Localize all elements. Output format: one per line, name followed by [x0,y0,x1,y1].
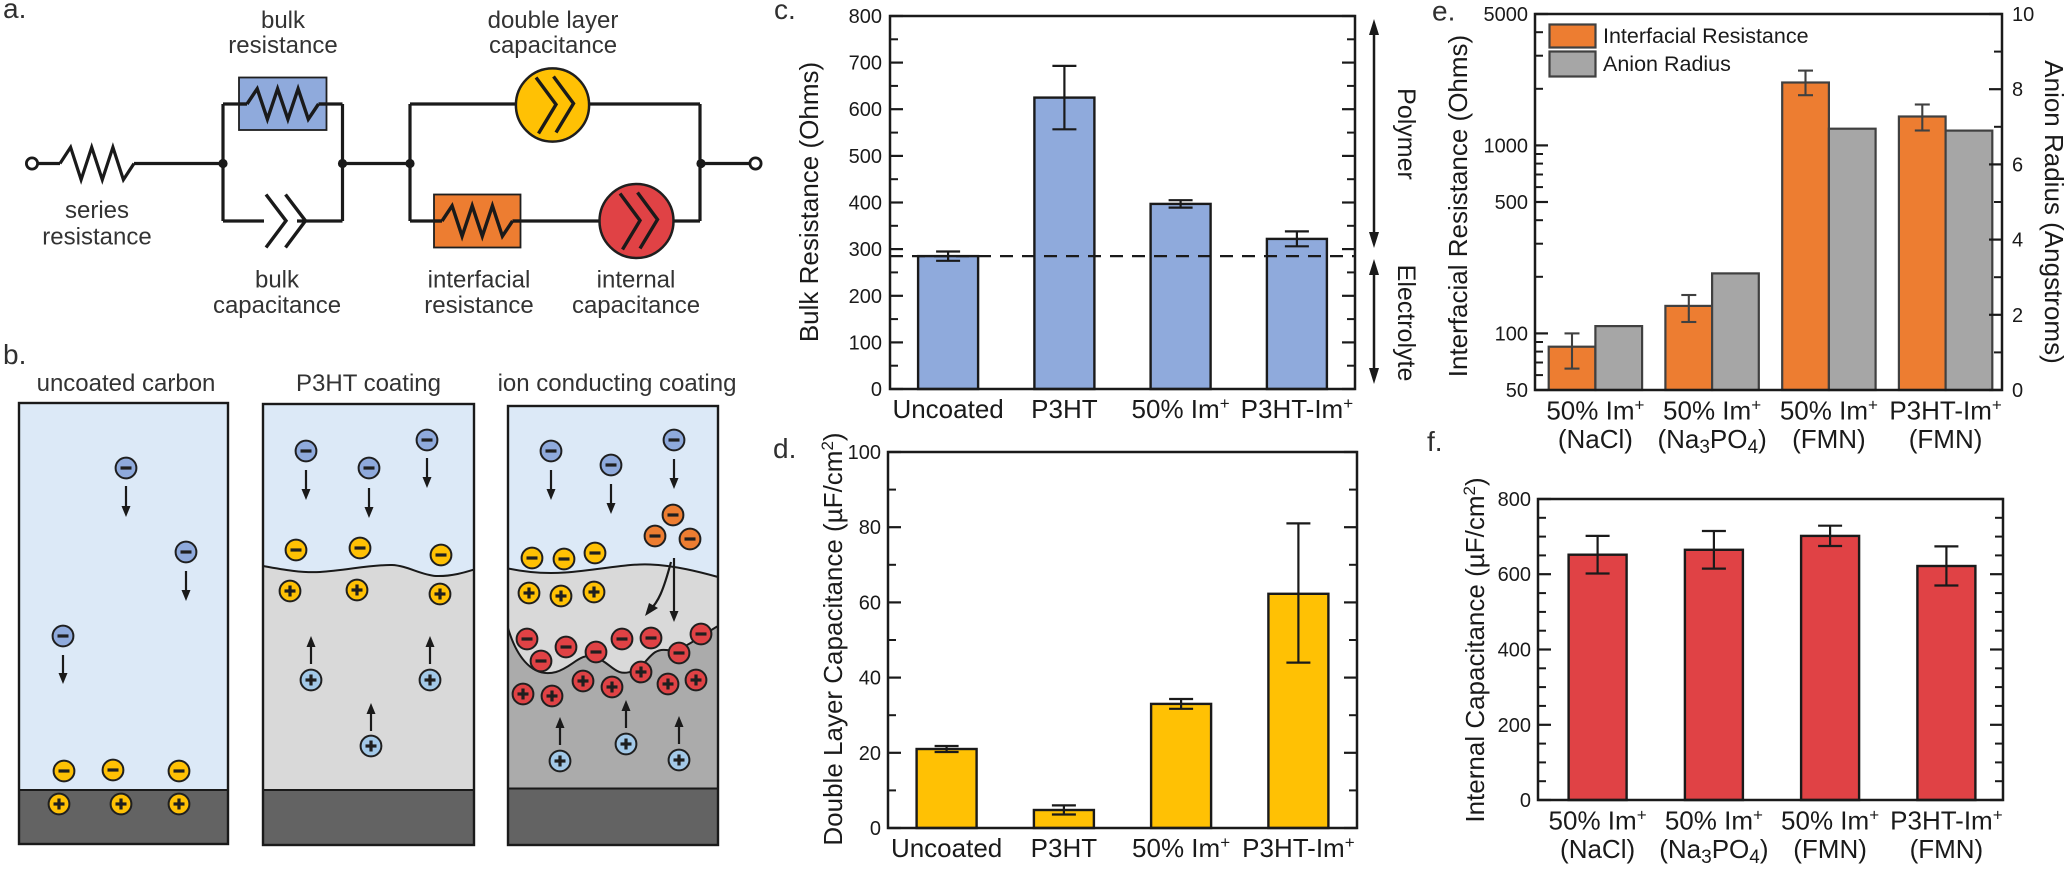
svg-text:2: 2 [2012,305,2023,327]
svg-text:200: 200 [849,286,882,308]
svg-text:c.: c. [774,0,796,25]
svg-text:capacitance: capacitance [213,292,341,319]
svg-text:Uncoated: Uncoated [892,394,1003,424]
svg-text:0: 0 [1520,790,1531,812]
svg-text:(NaCl): (NaCl) [1558,424,1633,454]
svg-text:800: 800 [1498,489,1531,511]
svg-text:Uncoated: Uncoated [891,833,1002,863]
svg-text:400: 400 [849,193,882,215]
svg-text:Anion Radius: Anion Radius [1603,52,1731,76]
svg-text:uncoated carbon: uncoated carbon [37,370,216,397]
svg-text:Double Layer Capacitance (µF/c: Double Layer Capacitance (µF/cm2) [818,432,848,845]
svg-text:resistance: resistance [424,292,533,319]
svg-text:(FMN): (FMN) [1793,834,1867,864]
svg-text:b.: b. [3,339,26,370]
svg-text:d.: d. [773,433,796,464]
svg-text:Polymer: Polymer [1392,88,1420,180]
svg-text:(FMN): (FMN) [1909,424,1983,454]
svg-text:0: 0 [2012,380,2023,402]
svg-text:Interfacial Resistance: Interfacial Resistance [1603,24,1809,48]
svg-text:50% Im+: 50% Im+ [1780,396,1878,426]
svg-text:Internal Capacitance (µF/cm2): Internal Capacitance (µF/cm2) [1460,477,1490,822]
svg-text:Interfacial Resistance (Ohms): Interfacial Resistance (Ohms) [1443,35,1473,377]
svg-text:(NaCl): (NaCl) [1560,834,1635,864]
svg-text:8: 8 [2012,79,2023,101]
svg-text:resistance: resistance [228,32,337,59]
svg-text:500: 500 [849,146,882,168]
svg-text:50% Im+: 50% Im+ [1549,806,1647,836]
svg-text:a.: a. [3,0,26,24]
svg-text:100: 100 [1495,323,1528,345]
svg-text:(FMN): (FMN) [1792,424,1866,454]
svg-text:Electrolyte: Electrolyte [1392,265,1420,382]
svg-text:300: 300 [849,239,882,261]
svg-text:e.: e. [1432,0,1455,27]
svg-text:P3HT-Im+: P3HT-Im+ [1889,396,2002,426]
svg-text:P3HT: P3HT [1031,833,1098,863]
svg-text:800: 800 [849,6,882,28]
svg-text:700: 700 [849,53,882,75]
svg-text:100: 100 [849,332,882,354]
svg-text:capacitance: capacitance [489,32,617,59]
svg-text:interfacial: interfacial [428,267,531,294]
svg-text:ion conducting coating: ion conducting coating [498,370,737,397]
svg-text:50% Im+: 50% Im+ [1132,833,1230,863]
svg-text:50% Im+: 50% Im+ [1781,806,1879,836]
svg-text:5000: 5000 [1484,4,1529,26]
svg-text:P3HT-Im+: P3HT-Im+ [1890,806,2003,836]
svg-text:series: series [65,197,129,224]
svg-text:P3HT: P3HT [1031,394,1098,424]
svg-text:bulk: bulk [261,7,306,34]
svg-text:bulk: bulk [255,267,300,294]
svg-text:resistance: resistance [42,224,151,251]
svg-text:P3HT-Im+: P3HT-Im+ [1241,394,1354,424]
svg-text:capacitance: capacitance [572,292,700,319]
svg-text:600: 600 [849,99,882,121]
svg-text:40: 40 [859,668,881,690]
svg-text:P3HT coating: P3HT coating [296,370,441,397]
svg-text:100: 100 [848,442,881,464]
svg-text:(FMN): (FMN) [1910,834,1984,864]
svg-text:1000: 1000 [1484,135,1529,157]
svg-text:600: 600 [1498,564,1531,586]
svg-text:Anion Radius (Angstroms): Anion Radius (Angstroms) [2039,60,2069,363]
svg-text:P3HT-Im+: P3HT-Im+ [1242,833,1355,863]
svg-text:Bulk Resistance (Ohms): Bulk Resistance (Ohms) [794,62,824,342]
svg-text:60: 60 [859,592,881,614]
svg-text:50% Im+: 50% Im+ [1665,806,1763,836]
svg-text:200: 200 [1498,715,1531,737]
svg-text:400: 400 [1498,640,1531,662]
svg-text:f.: f. [1427,426,1443,457]
svg-text:50: 50 [1506,380,1528,402]
svg-text:50% Im+: 50% Im+ [1546,396,1644,426]
svg-text:4: 4 [2012,230,2023,252]
svg-text:0: 0 [871,379,882,401]
svg-text:500: 500 [1495,192,1528,214]
svg-text:50% Im+: 50% Im+ [1663,396,1761,426]
svg-text:6: 6 [2012,154,2023,176]
svg-text:80: 80 [859,517,881,539]
svg-text:0: 0 [870,818,881,840]
svg-text:50% Im+: 50% Im+ [1132,394,1230,424]
svg-text:20: 20 [859,743,881,765]
svg-text:internal: internal [597,267,676,294]
svg-text:10: 10 [2012,4,2034,26]
svg-text:double layer: double layer [488,7,619,34]
